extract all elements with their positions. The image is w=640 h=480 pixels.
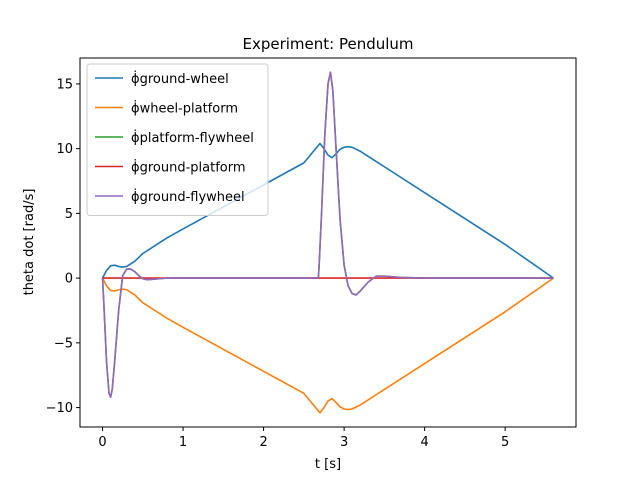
y-tick-label: 0 — [65, 272, 73, 287]
series-line-0 — [101, 142, 554, 279]
legend-label-3: ϕ̇ground-platform — [131, 159, 246, 175]
series-line-1 — [101, 277, 554, 414]
x-axis-label: t [s] — [315, 457, 341, 472]
series-layer — [101, 71, 554, 414]
x-tick-label: 3 — [340, 435, 348, 450]
y-tick-label: 5 — [65, 207, 73, 222]
y-axis-label: theta dot [rad/s] — [22, 189, 37, 296]
y-axis: −10 −5 0 5 10 15 — [46, 77, 80, 416]
legend-label-1: ϕ̇wheel-platform — [131, 100, 238, 116]
legend-label-4: ϕ̇ground-flywheel — [131, 189, 245, 205]
legend-label-2: ϕ̇platform-flywheel — [131, 130, 254, 146]
plot-frame — [79, 57, 577, 428]
y-tick-label: −5 — [54, 336, 73, 351]
y-tick-label: −10 — [46, 401, 73, 416]
series-line-4 — [101, 71, 554, 399]
y-tick-label: 10 — [56, 142, 73, 157]
x-tick-label: 1 — [179, 435, 187, 450]
y-tick-label: 15 — [56, 77, 73, 92]
x-tick-label: 5 — [501, 435, 509, 450]
x-tick-label: 4 — [420, 435, 428, 450]
x-tick-label: 0 — [98, 435, 106, 450]
chart-title: Experiment: Pendulum — [242, 35, 413, 53]
legend-label-0: ϕ̇ground-wheel — [131, 71, 229, 87]
legend-box — [86, 63, 269, 216]
legend: ϕ̇ground-wheel ϕ̇wheel-platform ϕ̇platform… — [86, 63, 269, 216]
x-tick-label: 2 — [259, 435, 267, 450]
x-axis: 0 1 2 3 4 5 — [98, 427, 509, 450]
